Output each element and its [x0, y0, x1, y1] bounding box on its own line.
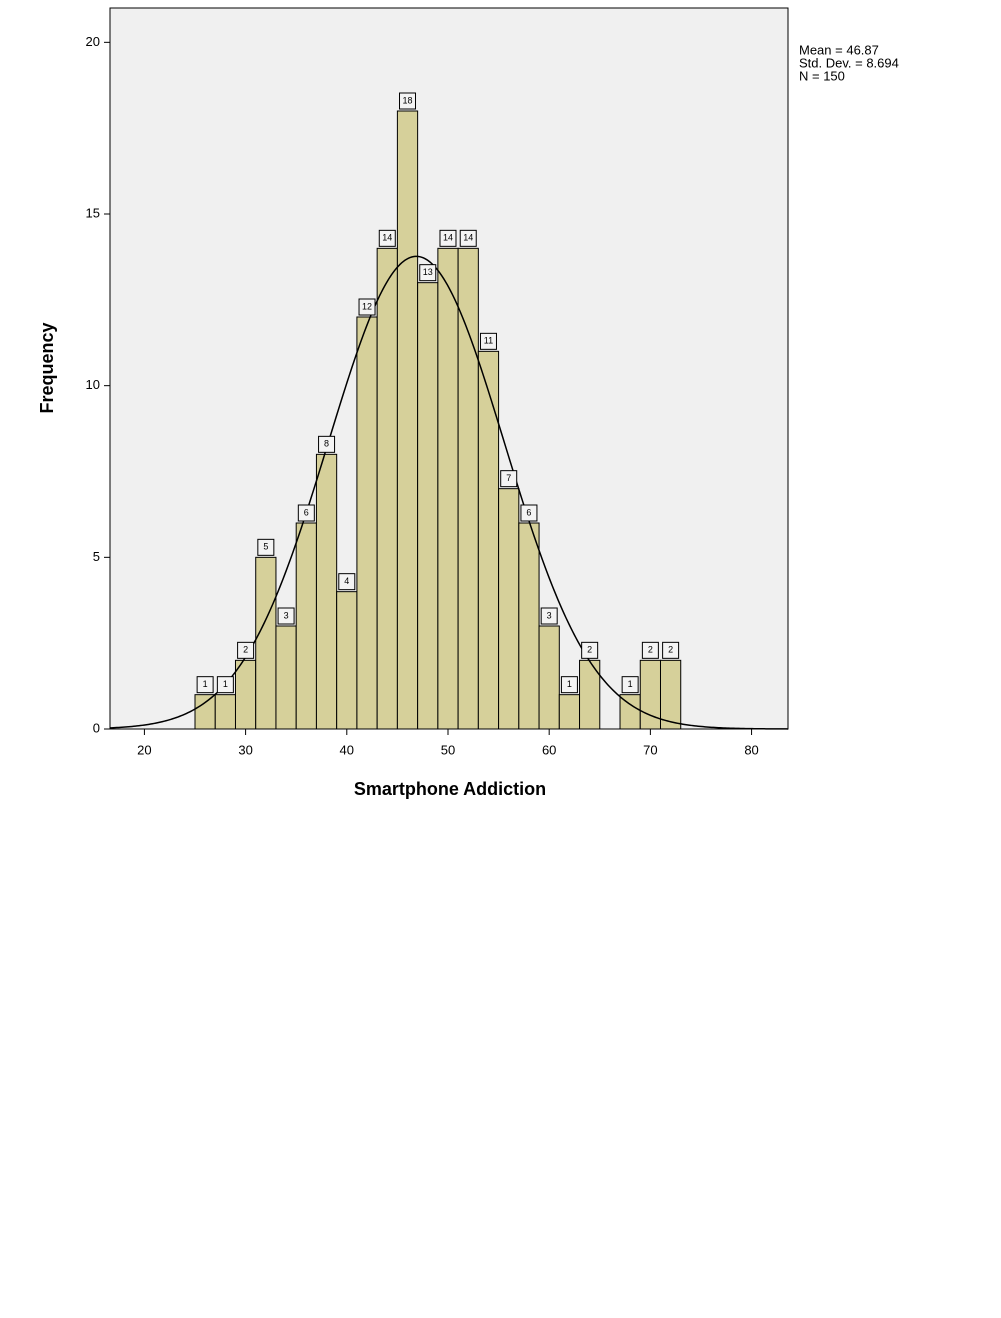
x-tick-label: 80 [744, 742, 758, 757]
y-tick-label: 0 [93, 720, 100, 735]
data-label: 1 [223, 679, 228, 689]
data-label-box [237, 641, 255, 659]
data-label-box [560, 676, 578, 694]
x-tick-label: 50 [441, 742, 455, 757]
data-label: 4 [344, 576, 349, 586]
bar [336, 591, 358, 730]
data-label-box [277, 607, 295, 625]
data-label-box [500, 470, 518, 488]
data-label: 13 [423, 267, 433, 277]
x-tick-label: 30 [238, 742, 252, 757]
x-tick-label: 70 [643, 742, 657, 757]
data-label-box [621, 676, 639, 694]
data-label: 7 [506, 473, 511, 483]
bar [234, 659, 257, 730]
bar [356, 316, 378, 730]
y-tick-label: 5 [93, 549, 100, 564]
data-label: 1 [203, 679, 208, 689]
data-label-box [196, 676, 214, 694]
data-label: 1 [628, 679, 633, 689]
bar [295, 522, 317, 730]
data-label: 14 [382, 233, 392, 243]
data-label: 2 [648, 645, 653, 655]
data-label-box [257, 538, 275, 556]
data-label-box [439, 229, 457, 247]
x-axis-title: Smartphone Addiction [354, 779, 546, 799]
data-label-box [378, 229, 396, 247]
y-tick-label: 15 [86, 205, 100, 220]
data-label: 3 [284, 610, 289, 620]
x-tick-label: 60 [542, 742, 556, 757]
stat-label: N = 150 [799, 68, 845, 83]
bar [437, 247, 459, 730]
bar [477, 350, 500, 730]
bar [376, 247, 398, 730]
data-label: 14 [463, 233, 473, 243]
bar [457, 247, 479, 730]
data-label-box [338, 573, 356, 591]
data-label-box [216, 676, 234, 694]
stat-label: Mean = 46.87 [799, 42, 879, 57]
data-label: 8 [324, 439, 329, 449]
bar [558, 694, 581, 730]
data-label: 2 [668, 645, 673, 655]
data-label-box [540, 607, 558, 625]
data-label: 1 [567, 679, 572, 689]
data-label-box [297, 504, 315, 522]
data-label: 11 [484, 336, 493, 346]
data-label-box [419, 264, 437, 282]
data-label-box [358, 298, 376, 316]
bar [659, 659, 682, 730]
data-label: 12 [362, 301, 372, 311]
data-label-box [318, 435, 336, 453]
data-label: 2 [243, 645, 248, 655]
data-label: 14 [443, 233, 453, 243]
data-label: 6 [526, 507, 531, 517]
y-tick-label: 10 [86, 377, 100, 392]
data-label: 18 [403, 95, 413, 105]
data-label: 2 [587, 645, 592, 655]
y-tick-label: 20 [86, 34, 100, 49]
data-label-box [581, 641, 599, 659]
bar [417, 282, 439, 730]
data-label-box [641, 641, 659, 659]
data-label: 3 [547, 610, 552, 620]
bar [315, 453, 338, 730]
data-label: 5 [263, 542, 268, 552]
stat-label: Std. Dev. = 8.694 [799, 55, 899, 70]
bar [194, 694, 216, 730]
bar [518, 522, 540, 730]
bar [214, 694, 236, 730]
y-axis-title: Frequency [37, 322, 57, 413]
bar [538, 625, 560, 730]
data-label-box [520, 504, 538, 522]
x-tick-label: 40 [340, 742, 354, 757]
bar [498, 488, 520, 730]
bar [255, 556, 277, 730]
data-label-box [459, 229, 477, 247]
bar [275, 625, 297, 730]
data-label-box [662, 641, 680, 659]
x-tick-label: 20 [137, 742, 151, 757]
bar [396, 110, 419, 730]
data-label-box [479, 332, 497, 350]
data-label-box [399, 92, 417, 110]
data-label: 6 [304, 507, 309, 517]
